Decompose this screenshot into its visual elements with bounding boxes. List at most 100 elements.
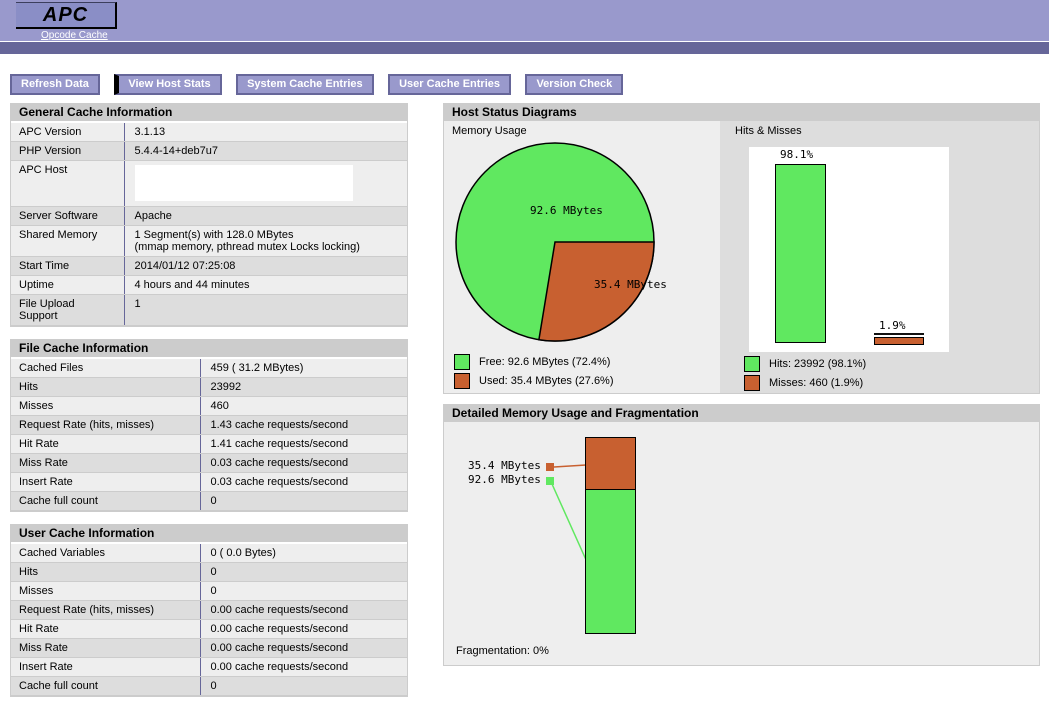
- legend-item-free: Free: 92.6 MBytes (72.4%): [454, 354, 610, 370]
- row-label: Misses: [11, 581, 201, 601]
- nav-user-cache-entries[interactable]: User Cache Entries: [388, 74, 511, 95]
- memory-usage-pie-chart: [455, 142, 655, 342]
- table-row: Request Rate (hits, misses) 1.43 cache r…: [11, 415, 407, 435]
- host-status-cells: Memory Usage 92.6 MBytes 35.4 MBytes Fre…: [444, 121, 1039, 393]
- row-label: Insert Rate: [11, 657, 201, 677]
- shared-memory-line2: (mmap memory, pthread mutex Locks lockin…: [134, 241, 360, 253]
- row-label: Request Rate (hits, misses): [11, 415, 201, 435]
- row-value: 0.00 cache requests/second: [200, 619, 407, 639]
- fragmentation-used-label: 35.4 MBytes: [468, 459, 541, 472]
- row-label: Insert Rate: [11, 472, 201, 492]
- row-value: 0: [200, 581, 407, 601]
- detailed-memory-title: Detailed Memory Usage and Fragmentation: [444, 405, 1039, 422]
- left-column: General Cache Information APC Version 3.…: [10, 103, 408, 709]
- row-value: 1 Segment(s) with 128.0 MBytes (mmap mem…: [124, 225, 407, 257]
- table-row: Uptime 4 hours and 44 minutes: [11, 275, 407, 295]
- row-value: Apache: [124, 206, 407, 226]
- used-color-swatch: [454, 373, 470, 389]
- row-value: [124, 160, 407, 207]
- row-value: 5.4.4-14+deb7u7: [124, 141, 407, 161]
- row-value: 2014/01/12 07:25:08: [124, 256, 407, 276]
- row-label: Hit Rate: [11, 619, 201, 639]
- hits-misses-bar-chart: 98.1% 1.9%: [749, 147, 949, 352]
- table-row: Hit Rate 0.00 cache requests/second: [11, 619, 407, 639]
- pie-used-value-label: 35.4 MBytes: [594, 278, 667, 291]
- nav-version-check[interactable]: Version Check: [525, 74, 624, 95]
- nav-refresh-data[interactable]: Refresh Data: [10, 74, 100, 95]
- row-value: 0: [200, 491, 407, 511]
- apc-logo-text: APC: [42, 3, 89, 26]
- misses-color-swatch: [744, 375, 760, 391]
- general-cache-info-panel: General Cache Information APC Version 3.…: [10, 103, 408, 327]
- nav-system-cache-entries[interactable]: System Cache Entries: [236, 74, 374, 95]
- row-label: Cached Variables: [11, 544, 201, 563]
- row-label: Miss Rate: [11, 453, 201, 473]
- legend-used-text: Used: 35.4 MBytes (27.6%): [479, 375, 614, 387]
- row-label: Hits: [11, 562, 201, 582]
- table-row: Miss Rate 0.00 cache requests/second: [11, 638, 407, 658]
- pie-free-value-label: 92.6 MBytes: [530, 204, 603, 217]
- table-row: APC Version 3.1.13: [11, 123, 407, 142]
- hits-misses-cell: Hits & Misses 98.1% 1.9% Hits: 23992 (98…: [720, 121, 1039, 393]
- opcode-cache-link[interactable]: Opcode Cache: [41, 30, 108, 41]
- table-row: Hits 23992: [11, 377, 407, 397]
- table-row: Cache full count 0: [11, 676, 407, 696]
- apc-logo[interactable]: APC: [16, 2, 117, 29]
- row-value: 1.43 cache requests/second: [200, 415, 407, 435]
- free-marker-square: [546, 477, 554, 485]
- fragmentation-free-label: 92.6 MBytes: [468, 473, 541, 486]
- row-label: Cached Files: [11, 359, 201, 378]
- row-value: 0: [200, 676, 407, 696]
- row-label: APC Host: [11, 160, 125, 207]
- free-memory-block: [585, 489, 636, 634]
- table-row: Start Time 2014/01/12 07:25:08: [11, 256, 407, 276]
- row-label: Hit Rate: [11, 434, 201, 454]
- leader-lines: [551, 464, 588, 563]
- table-row: Server Software Apache: [11, 206, 407, 226]
- legend-free-text: Free: 92.6 MBytes (72.4%): [479, 356, 611, 368]
- row-label: Uptime: [11, 275, 125, 295]
- table-row: File Upload Support 1: [11, 294, 407, 326]
- memory-usage-cell: Memory Usage 92.6 MBytes 35.4 MBytes Fre…: [444, 121, 720, 393]
- row-value: 0: [200, 562, 407, 582]
- table-row: Hits 0: [11, 562, 407, 582]
- legend-item-used: Used: 35.4 MBytes (27.6%): [454, 373, 614, 389]
- table-row: Hit Rate 1.41 cache requests/second: [11, 434, 407, 454]
- table-row: PHP Version 5.4.4-14+deb7u7: [11, 141, 407, 161]
- row-label: Cache full count: [11, 491, 201, 511]
- memory-usage-label: Memory Usage: [452, 125, 527, 137]
- hits-color-swatch: [744, 356, 760, 372]
- row-label: Miss Rate: [11, 638, 201, 658]
- table-row: Insert Rate 0.03 cache requests/second: [11, 472, 407, 492]
- table-row: Misses 460: [11, 396, 407, 416]
- row-label: PHP Version: [11, 141, 125, 161]
- row-value: 4 hours and 44 minutes: [124, 275, 407, 295]
- general-cache-info-table: APC Version 3.1.13 PHP Version 5.4.4-14+…: [11, 123, 407, 326]
- row-value: 1: [124, 294, 407, 326]
- user-cache-info-title: User Cache Information: [11, 525, 407, 544]
- page-header: APC Opcode Cache: [0, 0, 1049, 41]
- fragmentation-note: Fragmentation: 0%: [456, 645, 549, 657]
- fragmentation-chart: 35.4 MBytes 92.6 MBytes Fragmentation: 0…: [444, 422, 1039, 665]
- used-memory-block: [585, 437, 636, 491]
- detailed-memory-panel: Detailed Memory Usage and Fragmentation …: [443, 404, 1040, 666]
- file-cache-info-title: File Cache Information: [11, 340, 407, 359]
- shared-memory-line1: 1 Segment(s) with 128.0 MBytes: [134, 229, 294, 241]
- free-color-swatch: [454, 354, 470, 370]
- hits-bar: [775, 164, 826, 343]
- row-value: 1.41 cache requests/second: [200, 434, 407, 454]
- file-cache-info-panel: File Cache Information Cached Files 459 …: [10, 339, 408, 512]
- row-label: Request Rate (hits, misses): [11, 600, 201, 620]
- table-row: Request Rate (hits, misses) 0.00 cache r…: [11, 600, 407, 620]
- row-label: File Upload Support: [11, 294, 125, 326]
- legend-item-misses: Misses: 460 (1.9%): [744, 375, 863, 391]
- user-cache-info-table: Cached Variables 0 ( 0.0 Bytes) Hits 0 M…: [11, 544, 407, 696]
- general-cache-info-title: General Cache Information: [11, 104, 407, 123]
- nav-view-host-stats[interactable]: View Host Stats: [114, 74, 222, 95]
- row-label: Start Time: [11, 256, 125, 276]
- legend-hits-text: Hits: 23992 (98.1%): [769, 358, 867, 370]
- row-value: 23992: [200, 377, 407, 397]
- table-row: Cache full count 0: [11, 491, 407, 511]
- row-value: 0.00 cache requests/second: [200, 657, 407, 677]
- hits-misses-label: Hits & Misses: [735, 125, 802, 137]
